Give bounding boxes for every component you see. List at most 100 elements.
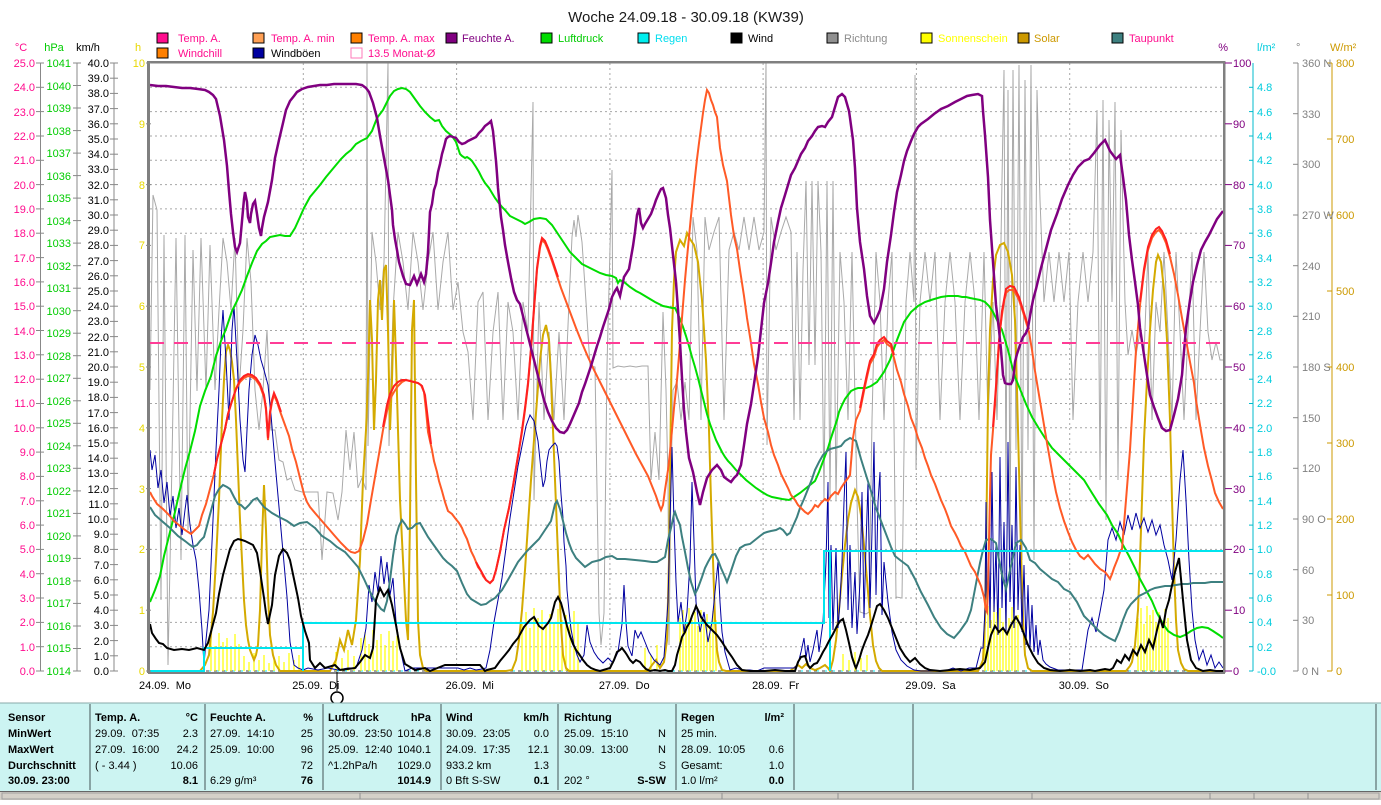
- svg-text:10: 10: [1233, 605, 1245, 617]
- svg-text:Temp. A.: Temp. A.: [95, 712, 140, 724]
- svg-text:Temp. A.: Temp. A.: [178, 33, 221, 45]
- svg-text:7.0: 7.0: [20, 496, 35, 508]
- svg-text:27.0: 27.0: [88, 256, 109, 268]
- svg-text:25 min.: 25 min.: [681, 728, 717, 740]
- svg-text:6.29 g/m³: 6.29 g/m³: [210, 775, 257, 787]
- svg-text:40: 40: [1233, 423, 1245, 435]
- svg-text:°: °: [1296, 42, 1300, 54]
- svg-text:Windböen: Windböen: [271, 48, 321, 60]
- svg-text:0.6: 0.6: [769, 744, 784, 756]
- svg-text:22.0: 22.0: [14, 131, 35, 143]
- svg-text:19.0: 19.0: [14, 204, 35, 216]
- svg-text:h: h: [135, 42, 141, 54]
- svg-text:-0.0: -0.0: [1257, 666, 1276, 678]
- svg-text:Temp. A. max: Temp. A. max: [368, 33, 435, 45]
- svg-text:4.6: 4.6: [1257, 107, 1272, 119]
- svg-text:4.0: 4.0: [94, 605, 109, 617]
- svg-text:1030: 1030: [47, 306, 71, 318]
- svg-text:39.0: 39.0: [88, 73, 109, 85]
- svg-text:330: 330: [1302, 109, 1320, 121]
- svg-text:5: 5: [139, 362, 145, 374]
- svg-text:13.0: 13.0: [14, 350, 35, 362]
- svg-text:300: 300: [1336, 438, 1354, 450]
- svg-text:76: 76: [301, 775, 313, 787]
- svg-text:4.0: 4.0: [20, 569, 35, 581]
- svg-text:7.0: 7.0: [94, 560, 109, 572]
- svg-text:96: 96: [301, 744, 313, 756]
- svg-text:15.0: 15.0: [14, 301, 35, 313]
- svg-text:1024: 1024: [47, 441, 71, 453]
- svg-text:25: 25: [301, 728, 313, 740]
- svg-text:27.09. 16:00: 27.09. 16:00: [95, 744, 159, 756]
- svg-text:270 W: 270 W: [1302, 210, 1334, 222]
- svg-text:150: 150: [1302, 413, 1320, 425]
- svg-text:10.06: 10.06: [170, 760, 198, 772]
- svg-text:30: 30: [1233, 484, 1245, 496]
- svg-text:1: 1: [139, 605, 145, 617]
- svg-text:25.09. Di: 25.09. Di: [292, 680, 339, 692]
- svg-text:MaxWert: MaxWert: [8, 744, 54, 756]
- svg-text:°C: °C: [15, 42, 27, 54]
- svg-text:S: S: [659, 760, 666, 772]
- svg-text:1028: 1028: [47, 351, 71, 363]
- svg-text:8.0: 8.0: [20, 471, 35, 483]
- svg-text:21.0: 21.0: [88, 347, 109, 359]
- svg-text:6: 6: [139, 301, 145, 313]
- svg-text:400: 400: [1336, 362, 1354, 374]
- svg-text:1014.9: 1014.9: [397, 775, 431, 787]
- svg-text:933.2 km: 933.2 km: [446, 760, 491, 772]
- svg-text:°C: °C: [186, 712, 198, 724]
- svg-text:Feuchte A.: Feuchte A.: [462, 33, 515, 45]
- svg-text:N: N: [658, 744, 666, 756]
- svg-text:1029.0: 1029.0: [397, 760, 431, 772]
- svg-text:29.09. 07:35: 29.09. 07:35: [95, 728, 159, 740]
- svg-text:1018: 1018: [47, 576, 71, 588]
- svg-text:^1.2hPa/h: ^1.2hPa/h: [328, 760, 377, 772]
- svg-text:0.1: 0.1: [534, 775, 549, 787]
- svg-text:7: 7: [139, 240, 145, 252]
- svg-text:2: 2: [139, 544, 145, 556]
- svg-text:17.0: 17.0: [88, 408, 109, 420]
- svg-text:1027: 1027: [47, 373, 71, 385]
- svg-text:30.09. 23:00: 30.09. 23:00: [8, 775, 70, 787]
- svg-text:14.0: 14.0: [88, 453, 109, 465]
- svg-text:6.0: 6.0: [94, 575, 109, 587]
- svg-text:19.0: 19.0: [88, 377, 109, 389]
- svg-text:28.0: 28.0: [88, 240, 109, 252]
- svg-text:1014.8: 1014.8: [397, 728, 431, 740]
- svg-text:34.0: 34.0: [88, 149, 109, 161]
- svg-text:60: 60: [1233, 301, 1245, 313]
- svg-text:0.2: 0.2: [1257, 642, 1272, 654]
- svg-text:25.0: 25.0: [14, 58, 35, 70]
- svg-text:27.09. Do: 27.09. Do: [599, 680, 650, 692]
- svg-text:0.4: 0.4: [1257, 617, 1272, 629]
- svg-text:%: %: [303, 712, 313, 724]
- svg-text:18.0: 18.0: [14, 228, 35, 240]
- svg-text:13.0: 13.0: [88, 468, 109, 480]
- svg-text:1026: 1026: [47, 396, 71, 408]
- svg-text:0.0: 0.0: [534, 728, 549, 740]
- svg-text:10.0: 10.0: [14, 423, 35, 435]
- svg-text:70: 70: [1233, 240, 1245, 252]
- svg-text:1.0 l/m²: 1.0 l/m²: [681, 775, 718, 787]
- svg-text:1.8: 1.8: [1257, 447, 1272, 459]
- svg-text:2.4: 2.4: [1257, 374, 1272, 386]
- svg-text:32.0: 32.0: [88, 180, 109, 192]
- svg-text:1020: 1020: [47, 531, 71, 543]
- svg-text:202 °: 202 °: [564, 775, 590, 787]
- svg-text:Wind: Wind: [446, 712, 473, 724]
- svg-text:14.0: 14.0: [14, 326, 35, 338]
- svg-text:S-SW: S-SW: [637, 775, 666, 787]
- svg-text:Gesamt:: Gesamt:: [681, 760, 723, 772]
- svg-text:1025: 1025: [47, 418, 71, 430]
- svg-text:Windchill: Windchill: [178, 48, 222, 60]
- svg-text:Regen: Regen: [655, 33, 687, 45]
- svg-text:1037: 1037: [47, 148, 71, 160]
- svg-text:9.0: 9.0: [94, 529, 109, 541]
- svg-text:50: 50: [1233, 362, 1245, 374]
- svg-text:1036: 1036: [47, 171, 71, 183]
- svg-text:l/m²: l/m²: [764, 712, 784, 724]
- svg-text:8: 8: [139, 180, 145, 192]
- svg-text:4.0: 4.0: [1257, 180, 1272, 192]
- svg-text:30.0: 30.0: [88, 210, 109, 222]
